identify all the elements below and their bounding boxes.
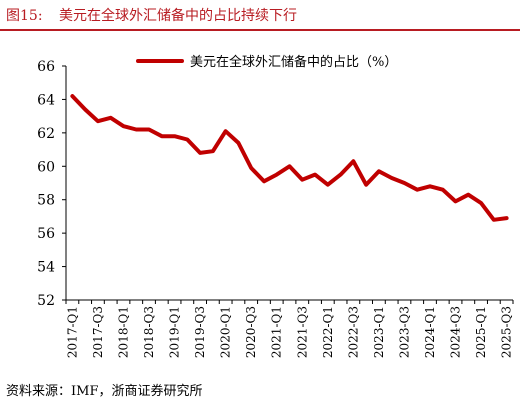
y-tick-label: 60: [37, 159, 55, 175]
data-point: [313, 173, 317, 177]
x-tick-label: 2019-Q1: [168, 306, 182, 358]
data-point: [479, 201, 483, 205]
data-point: [70, 94, 74, 98]
y-tick-label: 64: [37, 92, 55, 108]
x-tick-label: 2020-Q3: [244, 306, 258, 358]
data-point: [390, 176, 394, 180]
data-point: [364, 183, 368, 187]
x-tick-label: 2019-Q3: [193, 306, 207, 358]
x-tick-label: 2018-Q1: [116, 306, 130, 358]
data-point: [121, 124, 125, 128]
x-tick-label: 2025-Q1: [474, 306, 488, 358]
data-point: [160, 134, 164, 138]
data-point: [134, 128, 138, 132]
data-point: [339, 173, 343, 177]
data-point: [351, 159, 355, 163]
series-line: [70, 94, 509, 222]
data-point: [211, 149, 215, 153]
data-point: [454, 199, 458, 203]
x-tick-label: 2017-Q1: [65, 306, 79, 358]
data-point: [428, 184, 432, 188]
figure-title: 图15: 美元在全球外汇储备中的占比持续下行: [6, 5, 297, 25]
y-tick-label: 52: [37, 293, 55, 309]
figure-label: 图15:: [6, 8, 43, 24]
data-point: [173, 134, 177, 138]
data-point: [402, 181, 406, 185]
data-point: [415, 188, 419, 192]
x-tick-label: 2023-Q1: [372, 306, 386, 358]
data-point: [109, 116, 113, 120]
x-tick-label: 2021-Q3: [295, 306, 309, 358]
data-point: [262, 179, 266, 183]
data-point: [224, 129, 228, 133]
figure-title-text: 美元在全球外汇储备中的占比持续下行: [58, 8, 297, 24]
data-point: [236, 141, 240, 145]
data-point: [505, 216, 509, 220]
data-point: [300, 178, 304, 182]
data-point: [83, 107, 87, 111]
data-point: [377, 169, 381, 173]
chart-ticks: 52 54 56 58 60 62 64 66 2017-Q1 2017-Q3 2018-Q1 201…: [37, 59, 513, 358]
data-point: [185, 138, 189, 142]
data-point: [288, 164, 292, 168]
data-point: [96, 119, 100, 123]
x-tick-label: 2023-Q3: [397, 306, 411, 358]
chart-legend: 美元在全球外汇储备中的占比（%）: [136, 54, 397, 70]
legend-label: 美元在全球外汇储备中的占比（%）: [190, 54, 397, 70]
x-tick-label: 2024-Q3: [449, 306, 463, 358]
x-tick-label: 2022-Q3: [346, 306, 360, 358]
y-tick-label: 54: [37, 260, 55, 276]
x-tick-label: 2020-Q1: [219, 306, 233, 358]
chart-axes: [65, 66, 513, 301]
source-note: 资料来源：IMF，浙商证券研究所: [6, 384, 203, 399]
title-divider: [0, 29, 520, 31]
chart-series: [70, 94, 509, 222]
data-point: [466, 193, 470, 197]
data-point: [326, 183, 330, 187]
y-tick-label: 58: [37, 193, 55, 209]
y-tick-label: 66: [37, 59, 55, 75]
data-point: [492, 218, 496, 222]
x-tick-label: 2021-Q1: [270, 306, 284, 358]
data-point: [198, 151, 202, 155]
x-tick-label: 2018-Q3: [142, 306, 156, 358]
y-tick-label: 62: [37, 126, 55, 142]
data-point: [249, 166, 253, 170]
data-point: [275, 173, 279, 177]
x-tick-label: 2025-Q3: [500, 306, 514, 358]
x-tick-label: 2017-Q3: [91, 306, 105, 358]
x-tick-label: 2022-Q1: [321, 306, 335, 358]
data-point: [147, 128, 151, 132]
line-chart: 52 54 56 58 60 62 64 66 2017-Q1 2017-Q3 2018-Q1 201…: [37, 54, 513, 358]
data-point: [441, 188, 445, 192]
y-tick-label: 56: [37, 226, 55, 242]
x-tick-label: 2024-Q1: [423, 306, 437, 358]
